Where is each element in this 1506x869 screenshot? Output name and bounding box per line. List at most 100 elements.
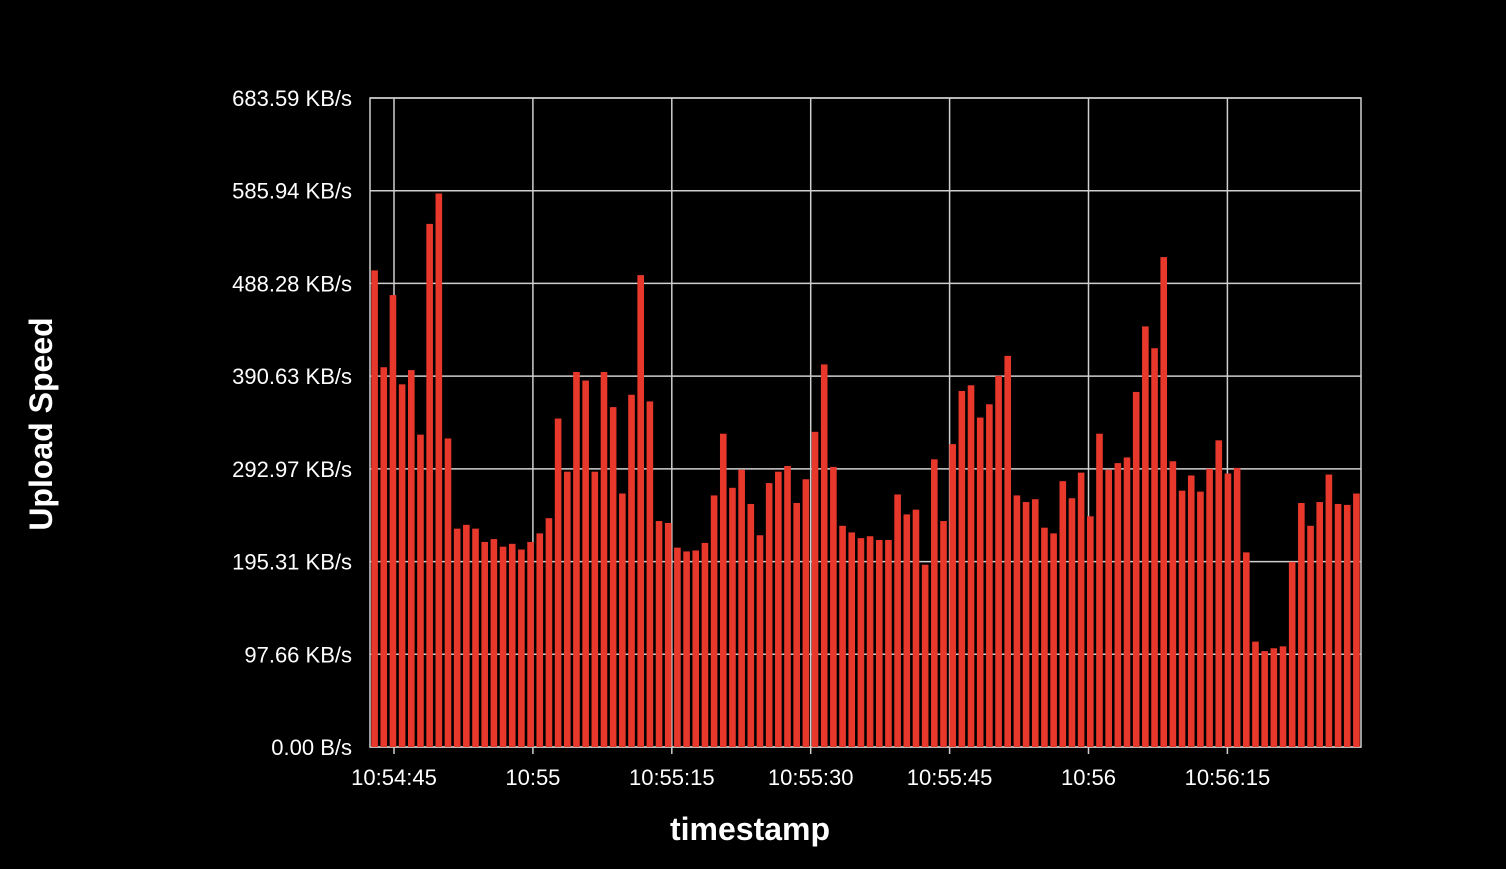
bar xyxy=(1307,525,1314,747)
bar xyxy=(508,543,516,747)
bar xyxy=(1031,499,1039,747)
y-tick-label: 97.66 KB/s xyxy=(244,642,352,667)
bar xyxy=(1096,433,1103,747)
bar xyxy=(472,528,479,747)
bar xyxy=(1077,472,1085,747)
bar xyxy=(398,384,406,747)
bar xyxy=(701,542,709,747)
bar xyxy=(1353,493,1360,747)
bar xyxy=(463,524,470,747)
bar xyxy=(1261,651,1268,747)
y-axis-title: Upload Speed xyxy=(23,317,59,530)
bar xyxy=(1059,481,1067,747)
bar xyxy=(756,535,764,747)
bar xyxy=(1068,498,1076,747)
bar xyxy=(875,540,883,747)
bar xyxy=(371,270,378,747)
bar xyxy=(995,375,1002,747)
bar xyxy=(857,538,865,747)
bar xyxy=(563,471,571,747)
bar xyxy=(848,532,856,747)
bar xyxy=(784,465,791,747)
y-tick-label: 585.94 KB/s xyxy=(232,179,352,204)
bar xyxy=(664,522,672,747)
bar xyxy=(527,541,534,747)
bar xyxy=(1105,469,1112,747)
bar xyxy=(719,433,727,747)
bar xyxy=(1041,527,1048,747)
bar xyxy=(1233,467,1241,747)
bar xyxy=(1151,348,1158,747)
bar xyxy=(912,509,920,747)
bar xyxy=(407,370,415,747)
bar xyxy=(417,434,424,747)
bar xyxy=(554,418,562,747)
bar xyxy=(655,521,663,747)
x-axis-title: timestamp xyxy=(670,811,830,847)
bar xyxy=(802,479,810,747)
bar xyxy=(958,390,966,747)
bar xyxy=(683,551,690,747)
bar xyxy=(536,533,544,747)
bar xyxy=(573,371,580,747)
bar xyxy=(591,471,599,747)
bar xyxy=(426,223,433,747)
x-tick-label: 10:56 xyxy=(1061,765,1116,790)
bar xyxy=(976,417,984,747)
bar xyxy=(674,547,681,747)
bar xyxy=(1160,257,1168,747)
x-tick-label: 10:55:45 xyxy=(907,765,993,790)
bar xyxy=(1288,561,1296,747)
bar xyxy=(1325,474,1333,747)
x-tick-label: 10:55:30 xyxy=(768,765,854,790)
bar xyxy=(619,493,626,747)
bar xyxy=(389,295,397,747)
y-tick-label: 683.59 KB/s xyxy=(232,86,352,111)
bar xyxy=(582,380,589,747)
y-tick-label: 195.31 KB/s xyxy=(232,550,352,575)
bar xyxy=(1197,491,1204,747)
bar xyxy=(811,431,819,747)
bar xyxy=(1169,461,1177,747)
bar xyxy=(949,444,956,747)
bar xyxy=(646,401,654,747)
y-tick-label: 292.97 KB/s xyxy=(232,457,352,482)
bar xyxy=(1334,503,1342,747)
bar xyxy=(1178,490,1186,747)
bar xyxy=(692,550,700,747)
bar xyxy=(940,521,947,747)
x-tick-label: 10:54:45 xyxy=(351,765,437,790)
bar xyxy=(1316,502,1324,747)
x-tick-label: 10:55 xyxy=(505,765,560,790)
bar xyxy=(793,503,800,747)
bar xyxy=(1252,641,1259,747)
bar xyxy=(1224,473,1232,747)
x-tick-label: 10:56:15 xyxy=(1185,765,1271,790)
bar xyxy=(1270,648,1278,747)
bar xyxy=(453,528,461,747)
bar xyxy=(747,503,755,747)
bar xyxy=(637,275,644,747)
bar xyxy=(1123,457,1131,747)
bar xyxy=(518,549,525,747)
bar xyxy=(628,394,635,747)
bar xyxy=(710,495,718,747)
bar xyxy=(967,385,975,747)
bar xyxy=(1087,516,1094,747)
bar xyxy=(1004,355,1012,747)
bar xyxy=(830,466,837,747)
bar xyxy=(1050,533,1057,747)
bar xyxy=(1243,552,1250,747)
bar xyxy=(921,564,929,747)
bar-layer xyxy=(371,193,1360,747)
bar xyxy=(481,541,489,747)
bar xyxy=(1187,475,1195,747)
bar xyxy=(765,483,773,747)
bar xyxy=(380,367,388,747)
bar xyxy=(1206,468,1213,747)
bar xyxy=(1114,463,1122,747)
bar xyxy=(729,487,736,747)
bar xyxy=(1279,646,1287,747)
